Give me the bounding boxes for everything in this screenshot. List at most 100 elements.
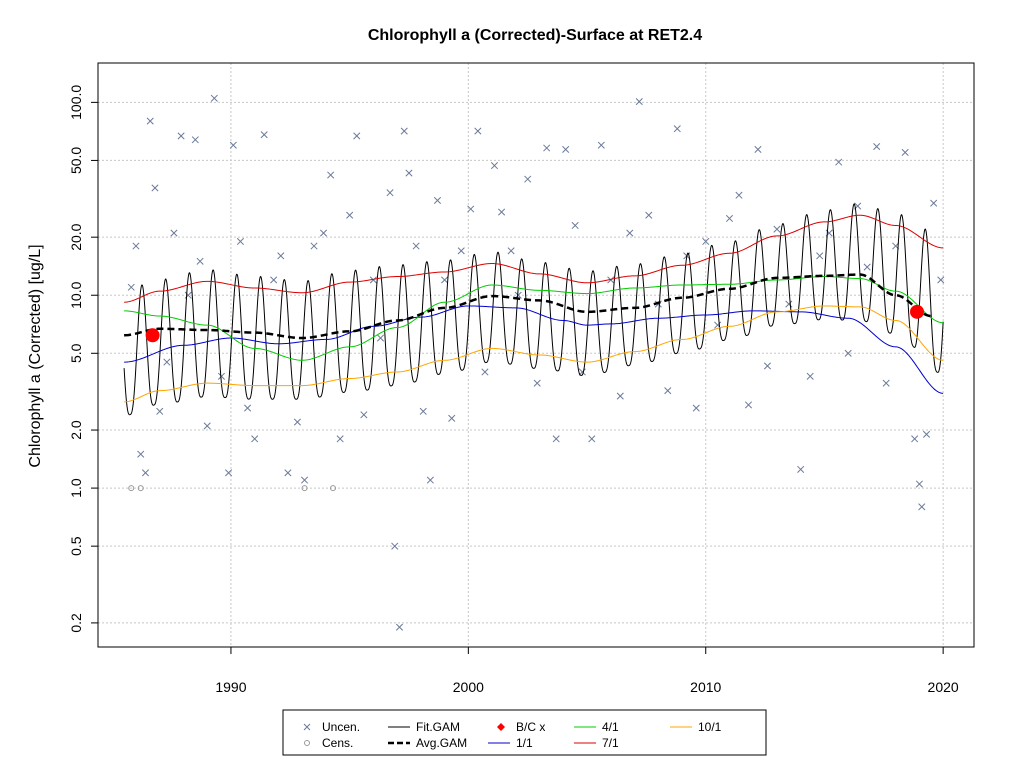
uncensored-point	[441, 276, 449, 284]
uncensored-point	[616, 392, 624, 400]
legend-entry: Fit.GAM	[388, 720, 460, 734]
legend-cross-icon	[303, 723, 311, 731]
uncensored-point	[293, 418, 301, 426]
uncensored-point	[578, 368, 586, 376]
uncensored-point	[391, 542, 399, 550]
legend-label: Avg.GAM	[416, 736, 467, 750]
uncensored-point	[922, 430, 931, 438]
uncensored-point	[562, 145, 570, 154]
uncensored-point	[210, 94, 218, 102]
uncensored-point	[635, 97, 643, 106]
uncensored-point	[785, 300, 793, 308]
legend-label: 10/1	[698, 720, 722, 734]
fit-gam-line	[123, 203, 944, 416]
uncensored-point	[310, 242, 318, 250]
legend-entry: Cens.	[304, 736, 353, 750]
x-tick-label: 2000	[453, 679, 484, 695]
uncensored-point	[474, 127, 482, 135]
legend-diamond-icon	[497, 723, 505, 731]
uncensored-point	[835, 158, 843, 166]
axes: 1990 2000 2010 2020 0.2 0.5 1.0 2.0 5.0 10.0 20.0 5…	[68, 85, 959, 695]
uncensored-point	[353, 132, 361, 140]
uncensored-point	[196, 257, 204, 265]
uncensored-point	[873, 143, 881, 151]
legend-label: B/C x	[516, 720, 545, 734]
censored-point	[128, 485, 135, 492]
y-tick-label: 50.0	[68, 147, 84, 174]
legend-label: 4/1	[602, 720, 619, 734]
uncensored-point	[146, 117, 154, 125]
uncensored-point	[702, 237, 710, 246]
legend-label: Fit.GAM	[416, 720, 460, 734]
uncensored-point	[395, 623, 404, 631]
uncensored-point	[735, 191, 743, 199]
x-tick-label: 1990	[215, 679, 246, 695]
bc-point	[145, 328, 160, 343]
uncensored-point	[251, 435, 259, 443]
series-7-1-line	[124, 214, 944, 303]
censored-point	[137, 485, 144, 492]
legend: Uncen. Cens. Fit.GAM Avg.GAM B/C x 1/1 4/1 7/1 1…	[282, 709, 767, 756]
legend-label: 7/1	[602, 736, 619, 750]
uncensored-point	[300, 476, 309, 484]
legend-entry: 7/1	[574, 736, 619, 750]
plot-frame	[97, 62, 975, 648]
uncensored-point	[177, 132, 185, 140]
uncensored-point	[448, 414, 456, 422]
uncensored-point	[481, 368, 489, 376]
uncensored-point	[376, 334, 385, 342]
uncensored-point	[236, 237, 244, 246]
uncensored-point	[260, 131, 268, 139]
uncensored-point	[386, 189, 394, 197]
uncensored-point	[203, 422, 211, 430]
series-10-1-line	[124, 305, 944, 403]
uncensored-point	[163, 358, 171, 366]
uncensored-point	[467, 205, 475, 213]
uncensored-point	[433, 196, 442, 205]
uncensored-point	[844, 349, 852, 357]
uncensored-point	[419, 407, 427, 415]
y-tick-label: 2.0	[68, 420, 84, 440]
y-tick-label: 5.0	[68, 343, 84, 363]
avg-gam-line	[124, 273, 932, 340]
uncensored-point	[156, 407, 164, 415]
legend-entry: 4/1	[574, 720, 619, 734]
chart-title: Chlorophyll a (Corrected)-Surface at RET…	[368, 27, 702, 44]
uncensored-point	[754, 145, 762, 154]
plot-data	[123, 94, 945, 631]
uncensored-point	[773, 225, 781, 233]
uncensored-point	[229, 141, 237, 149]
uncensored-point	[816, 252, 824, 260]
uncensored-point	[127, 283, 135, 291]
legend-box	[282, 709, 767, 756]
uncensored-point	[327, 171, 335, 179]
uncensored-point	[543, 144, 551, 152]
legend-circle-icon	[304, 740, 310, 746]
uncensored-point	[284, 469, 292, 477]
uncensored-point	[225, 469, 233, 477]
uncensored-point	[744, 401, 753, 409]
uncensored-point	[918, 503, 926, 511]
uncensored-point	[277, 252, 285, 260]
y-axis-label: Chlorophyll a (Corrected) [ug/L]	[27, 244, 44, 467]
uncensored-point	[597, 141, 605, 149]
uncensored-point	[524, 175, 532, 183]
uncensored-point	[412, 242, 420, 250]
legend-entry: B/C x	[497, 720, 545, 734]
uncensored-point	[664, 387, 672, 395]
uncensored-point	[151, 184, 159, 192]
uncensored-point	[490, 162, 499, 170]
uncensored-point	[863, 263, 871, 271]
uncensored-point	[217, 372, 226, 380]
uncensored-point	[607, 276, 615, 284]
uncensored-point	[369, 276, 377, 284]
uncensored-point	[457, 247, 465, 255]
uncensored-point	[725, 214, 734, 223]
uncensored-point	[405, 169, 413, 177]
x-tick-label: 2010	[690, 679, 721, 695]
y-tick-label: 10.0	[68, 281, 84, 308]
uncensored-point	[244, 404, 252, 412]
uncensored-point	[930, 199, 938, 207]
uncensored-point	[911, 435, 919, 443]
uncensored-point	[552, 435, 560, 443]
